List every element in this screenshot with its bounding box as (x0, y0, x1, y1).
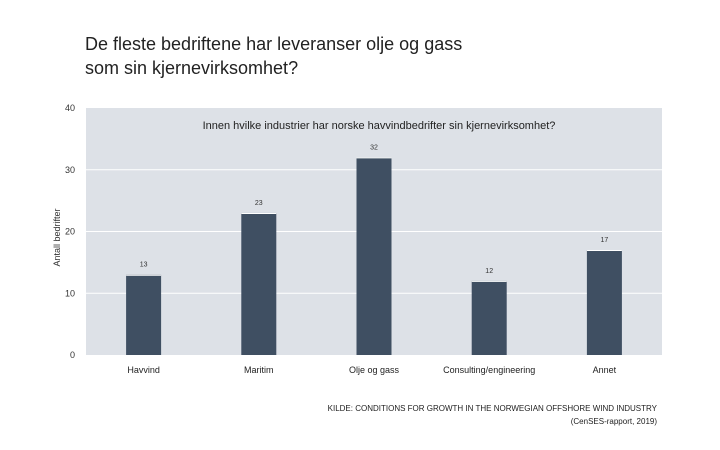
bar (356, 157, 392, 355)
bar (126, 274, 162, 355)
data-label: 12 (485, 268, 493, 275)
y-tick-label: 0 (70, 350, 75, 360)
slide-title-line-2: som sin kjernevirksomhet? (85, 58, 299, 78)
bar (241, 212, 277, 355)
data-label: 32 (370, 144, 378, 151)
y-tick-label: 30 (65, 165, 75, 175)
source-line-2: (CenSES-rapport, 2019) (570, 417, 657, 426)
y-axis-ticks: 0 10 20 30 40 (65, 103, 75, 360)
y-tick-label: 10 (65, 288, 75, 298)
source-note: KILDE: CONDITIONS FOR GROWTH IN THE NORW… (328, 402, 657, 428)
bar (471, 280, 507, 355)
slide-title: De fleste bedriftene har leveranser olje… (85, 32, 462, 80)
bars (126, 157, 622, 355)
y-tick-label: 40 (65, 103, 75, 113)
data-label: 23 (255, 200, 263, 207)
chart-title: Innen hvilke industrier har norske havvi… (203, 120, 556, 132)
y-axis-label: Antall bedrifter (52, 208, 62, 266)
x-tick-label: Olje og gass (349, 365, 400, 375)
bar (586, 250, 622, 355)
x-tick-label: Annet (593, 365, 617, 375)
x-tick-label: Consulting/engineering (443, 365, 535, 375)
source-line-1: KILDE: CONDITIONS FOR GROWTH IN THE NORW… (327, 404, 657, 413)
data-label: 17 (601, 237, 609, 244)
x-tick-label: Maritim (244, 365, 274, 375)
y-tick-label: 20 (65, 227, 75, 237)
data-label: 13 (140, 262, 148, 269)
data-labels: 13 23 32 12 17 (140, 144, 609, 275)
x-tick-label: Havvind (127, 365, 160, 375)
x-axis-ticks: Havvind Maritim Olje og gass Consulting/eng… (127, 365, 616, 375)
slide-title-line-1: De fleste bedriftene har leveranser olje… (85, 34, 463, 54)
